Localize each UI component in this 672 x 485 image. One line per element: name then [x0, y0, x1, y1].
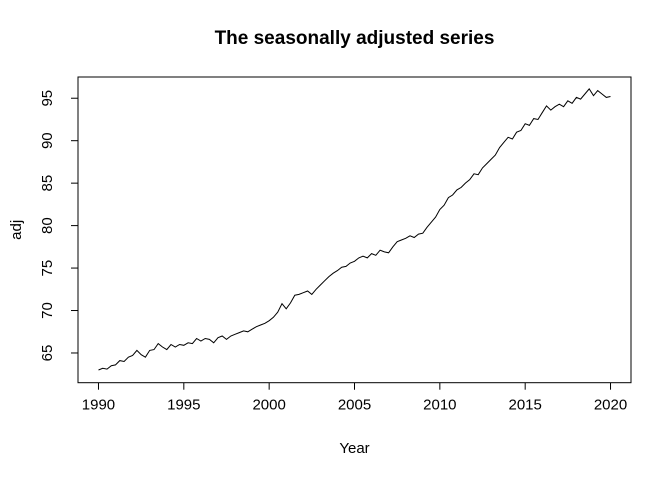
x-tick-label: 2015 [508, 397, 541, 414]
y-tick-label: 80 [39, 217, 56, 234]
x-tick-label: 1995 [167, 397, 200, 414]
y-axis-title: adj [8, 220, 25, 240]
x-axis: 1990 1995 2000 2005 2010 2015 2020 [82, 382, 627, 414]
y-axis: 65 70 75 80 85 90 95 [39, 90, 78, 361]
y-tick-label: 70 [39, 302, 56, 319]
y-tick-label: 95 [39, 90, 56, 107]
x-tick-label: 2020 [594, 397, 627, 414]
x-tick-label: 2000 [252, 397, 285, 414]
plot-box [77, 76, 632, 384]
y-tick-label: 75 [39, 260, 56, 277]
x-tick-label: 2010 [423, 397, 456, 414]
y-tick-label: 90 [39, 132, 56, 149]
series-group [98, 88, 611, 371]
x-axis-title: Year [339, 440, 369, 457]
y-tick-label: 85 [39, 175, 56, 192]
y-tick-label: 65 [39, 345, 56, 362]
x-tick-label: 2005 [338, 397, 371, 414]
x-tick-label: 1990 [82, 397, 115, 414]
series-line [98, 88, 611, 371]
chart-title: The seasonally adjusted series [215, 28, 495, 49]
